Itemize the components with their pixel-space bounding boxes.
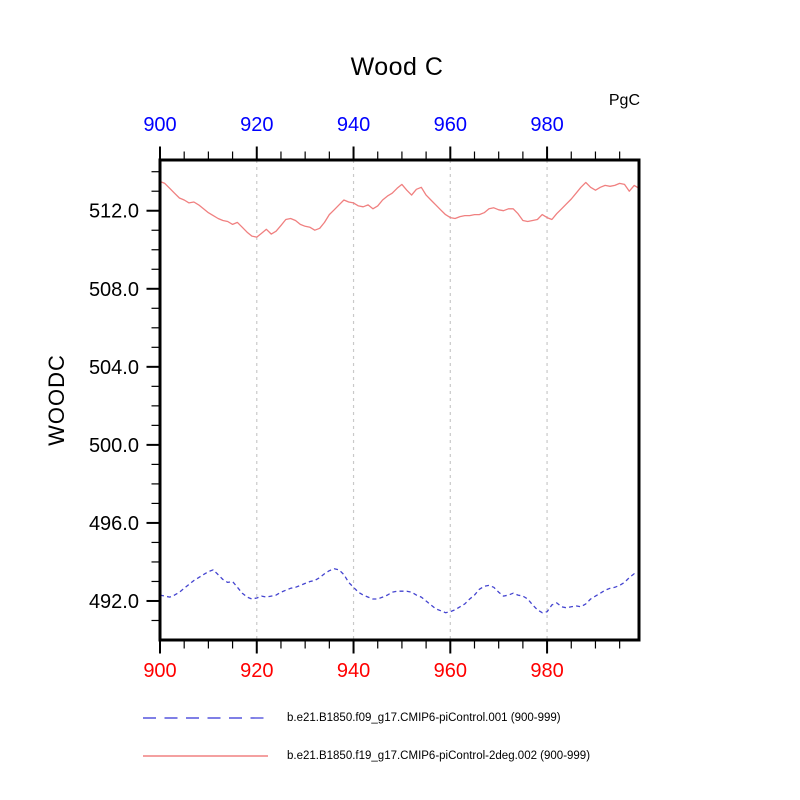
legend-label-f09: b.e21.B1850.f09_g17.CMIP6-piControl.001 … [287, 712, 561, 724]
chart-title: Wood C [350, 53, 444, 81]
units-label: PgC [608, 92, 640, 109]
legend-item-f09: b.e21.B1850.f09_g17.CMIP6-piControl.001 … [143, 703, 590, 733]
legend: b.e21.B1850.f09_g17.CMIP6-piControl.001 … [143, 703, 590, 779]
x-axis-top-labels: 900 920 940 960 980 [143, 114, 563, 136]
x-bottom-tick-label: 940 [337, 660, 370, 682]
x-top-tick-label: 940 [337, 114, 370, 136]
y-tick-label: 512.0 [89, 201, 139, 223]
gridlines [256, 160, 548, 640]
x-axis-bottom-labels: 900 920 940 960 980 [143, 660, 563, 682]
y-tick-label: 504.0 [89, 357, 139, 379]
x-bottom-tick-label: 980 [530, 660, 563, 682]
x-top-tick-label: 900 [143, 114, 176, 136]
x-bottom-tick-label: 920 [240, 660, 273, 682]
x-bottom-tick-label: 900 [143, 660, 176, 682]
legend-solid-line-sample [143, 755, 268, 757]
y-tick-label: 500.0 [89, 435, 139, 457]
legend-dashed-line-sample [143, 717, 268, 719]
x-bottom-tick-label: 960 [434, 660, 467, 682]
legend-item-f19: b.e21.B1850.f19_g17.CMIP6-piControl-2deg… [143, 741, 590, 771]
x-top-tick-label: 920 [240, 114, 273, 136]
y-axis-labels: 492.0 496.0 500.0 504.0 508.0 512.0 [89, 201, 139, 613]
x-top-tick-label: 960 [434, 114, 467, 136]
tick-marks [146, 146, 621, 654]
legend-label-f19: b.e21.B1850.f19_g17.CMIP6-piControl-2deg… [287, 750, 591, 762]
x-top-tick-label: 980 [530, 114, 563, 136]
series-line-f09 [159, 568, 640, 614]
series-line-f19 [159, 180, 640, 238]
y-tick-label: 508.0 [89, 279, 139, 301]
plot-frame [158, 158, 641, 642]
y-tick-label: 496.0 [89, 513, 139, 535]
y-tick-label: 492.0 [89, 591, 139, 613]
